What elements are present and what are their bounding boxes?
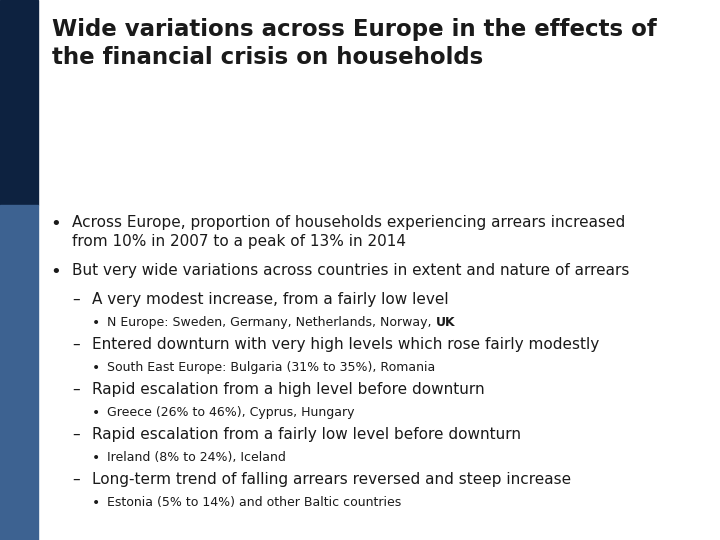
Text: Greece (26% to 46%), Cyprus, Hungary: Greece (26% to 46%), Cyprus, Hungary [107,406,354,419]
Text: –: – [72,427,80,442]
Text: –: – [72,382,80,397]
Text: •: • [92,361,100,375]
Text: Rapid escalation from a fairly low level before downturn: Rapid escalation from a fairly low level… [92,427,521,442]
Text: UK: UK [436,316,455,329]
Text: •: • [50,263,60,281]
Text: Wide variations across Europe in the effects of
the financial crisis on househol: Wide variations across Europe in the eff… [52,18,657,70]
Text: But very wide variations across countries in extent and nature of arrears: But very wide variations across countrie… [72,263,629,278]
Text: –: – [72,337,80,352]
Text: Rapid escalation from a high level before downturn: Rapid escalation from a high level befor… [92,382,485,397]
Text: South East Europe: Bulgaria (31% to 35%), Romania: South East Europe: Bulgaria (31% to 35%)… [107,361,436,374]
Text: N Europe: Sweden, Germany, Netherlands, Norway,: N Europe: Sweden, Germany, Netherlands, … [107,316,436,329]
Bar [0,205,38,540]
Text: Long-term trend of falling arrears reversed and steep increase: Long-term trend of falling arrears rever… [92,472,571,487]
Bar [0,0,38,205]
Text: Estonia (5% to 14%) and other Baltic countries: Estonia (5% to 14%) and other Baltic cou… [107,496,401,509]
Text: Ireland (8% to 24%), Iceland: Ireland (8% to 24%), Iceland [107,451,286,464]
Text: Entered downturn with very high levels which rose fairly modestly: Entered downturn with very high levels w… [92,337,599,352]
Text: –: – [72,472,80,487]
Text: •: • [92,496,100,510]
Text: Across Europe, proportion of households experiencing arrears increased
from 10% : Across Europe, proportion of households … [72,215,625,249]
Text: •: • [50,215,60,233]
Text: •: • [92,451,100,465]
Text: A very modest increase, from a fairly low level: A very modest increase, from a fairly lo… [92,292,449,307]
Text: •: • [92,316,100,330]
Text: •: • [92,406,100,420]
Text: –: – [72,292,80,307]
